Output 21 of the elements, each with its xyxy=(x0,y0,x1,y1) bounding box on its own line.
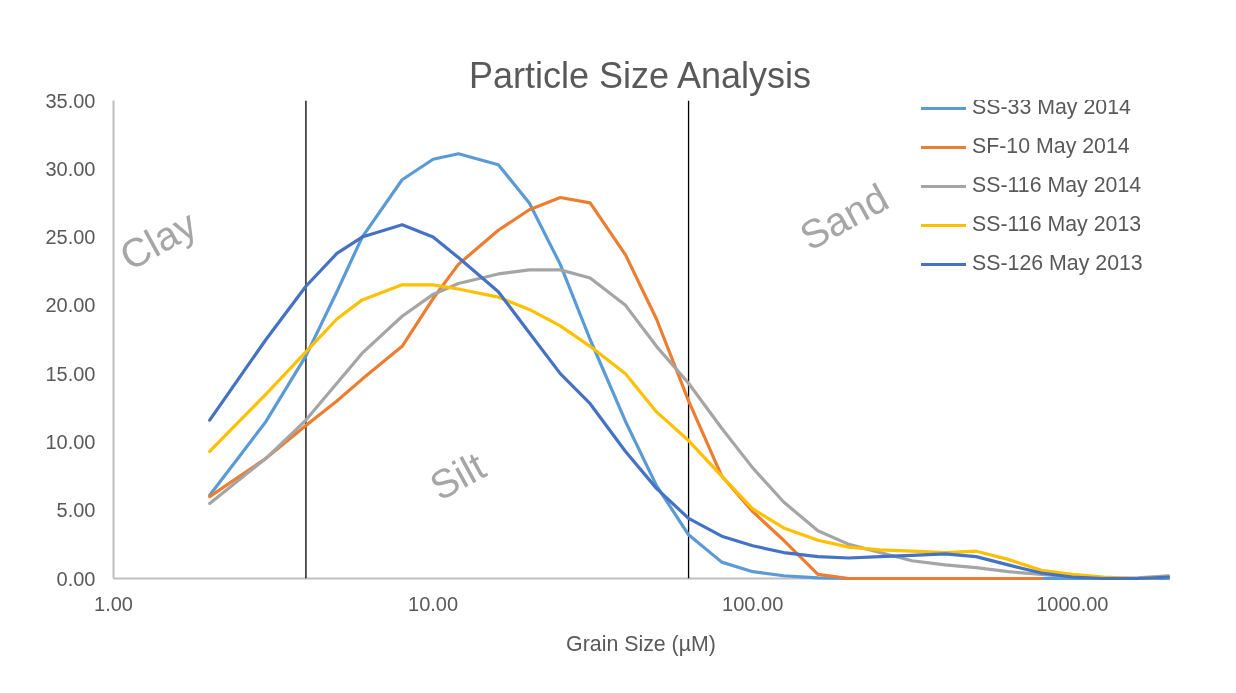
y-tick-label: 15.00 xyxy=(45,362,96,385)
x-tick-label: 1.00 xyxy=(94,592,133,615)
annotation: Silt xyxy=(422,443,493,509)
y-tick-label: 10.00 xyxy=(45,430,96,453)
y-tick-label: 5.00 xyxy=(56,499,96,522)
legend-label: SF-10 May 2014 xyxy=(972,134,1130,159)
x-axis-title: Grain Size (µM) xyxy=(566,631,716,656)
annotation: Sand xyxy=(792,175,896,259)
x-tick-label: 10.00 xyxy=(408,592,459,615)
legend-label: SS-126 May 2013 xyxy=(972,251,1143,276)
y-tick-label: 20.00 xyxy=(45,294,96,317)
x-tick-label: 100.00 xyxy=(722,592,784,615)
chart-title: Particle Size Analysis xyxy=(468,54,812,96)
x-tick-label: 1000.00 xyxy=(1036,592,1109,615)
y-tick-label: 35.00 xyxy=(45,89,96,112)
y-tick-label: 0.00 xyxy=(56,567,96,590)
legend-label: SS-116 May 2014 xyxy=(972,173,1142,198)
y-tick-label: 25.00 xyxy=(45,226,96,249)
legend-label: SS-116 May 2013 xyxy=(972,212,1142,237)
annotation: Clay xyxy=(112,201,204,279)
y-tick-label: 30.00 xyxy=(45,157,96,180)
